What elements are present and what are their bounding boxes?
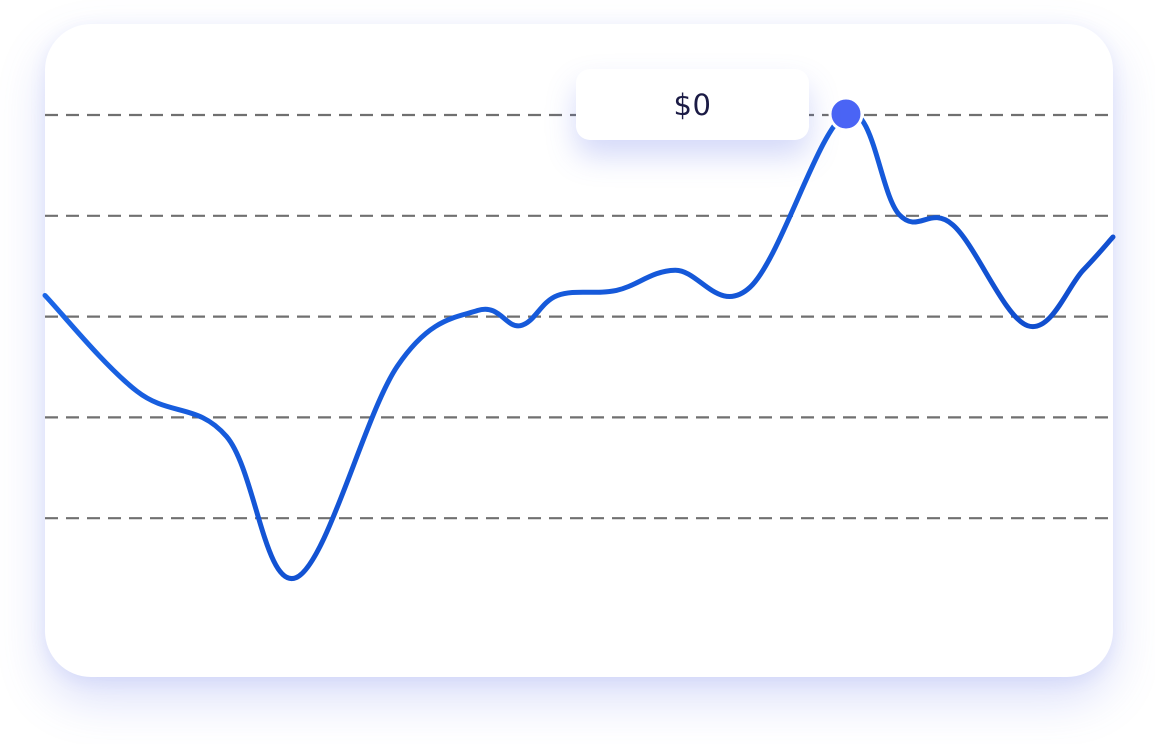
series-line (42, 110, 1116, 581)
grid-lines (45, 113, 1108, 520)
value-tooltip: $0 (576, 69, 809, 140)
highlight-point-marker[interactable] (828, 96, 864, 132)
tooltip-value: $0 (673, 87, 712, 122)
